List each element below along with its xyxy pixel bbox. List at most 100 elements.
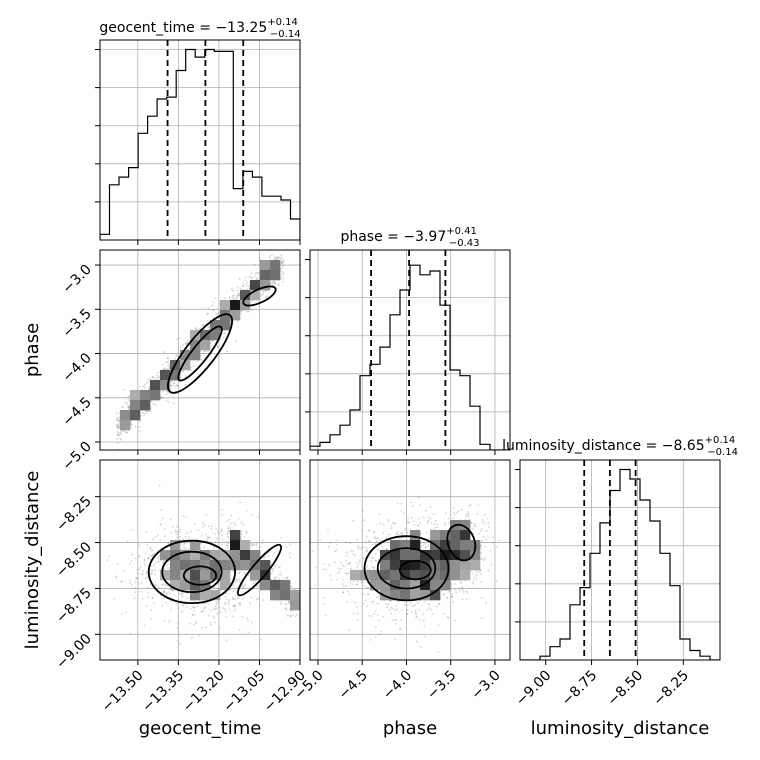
sample-point (194, 613, 197, 616)
density-cell (130, 410, 141, 421)
sample-point (414, 609, 417, 612)
sample-point (394, 609, 397, 612)
sample-point (126, 540, 129, 543)
sample-point (182, 538, 185, 541)
density-cell (190, 550, 201, 561)
density-cell (350, 570, 361, 581)
panel-content (310, 460, 510, 660)
density-cell (120, 420, 131, 431)
sample-point (415, 616, 417, 619)
sample-point (452, 517, 455, 520)
sample-point (390, 525, 393, 528)
sample-point (150, 618, 153, 621)
sample-point (346, 573, 348, 576)
sample-point (342, 585, 345, 587)
sample-point (435, 605, 438, 608)
sample-point (374, 559, 377, 562)
sample-point (145, 571, 148, 574)
sample-point (400, 619, 403, 622)
sample-point (382, 615, 384, 618)
density-cell (390, 560, 401, 571)
density-cell (160, 370, 171, 381)
sample-point (208, 614, 210, 617)
sample-point (340, 561, 342, 564)
sample-point (363, 557, 366, 560)
sample-point (478, 533, 480, 535)
sample-point (134, 557, 137, 560)
sample-point (144, 410, 147, 412)
sample-point (244, 276, 247, 279)
density-cell (160, 550, 171, 561)
sample-point (243, 288, 246, 291)
sample-point (217, 311, 220, 314)
sample-point (374, 543, 377, 546)
xlabel-luminosity-distance: luminosity_distance (531, 718, 710, 739)
sample-point (380, 539, 382, 542)
sample-point (164, 361, 167, 364)
sample-point (245, 509, 248, 512)
sample-point (182, 515, 184, 517)
density-cell (380, 570, 391, 581)
sample-point (375, 543, 377, 545)
sample-point (378, 513, 381, 516)
sample-point (179, 592, 181, 595)
contour-line (363, 535, 450, 602)
sample-point (239, 310, 242, 312)
sample-point (256, 277, 259, 280)
sample-point (356, 612, 359, 615)
sample-point (214, 297, 217, 300)
sample-point (288, 600, 290, 603)
density-cell (230, 560, 241, 571)
sample-point (166, 361, 169, 363)
sample-point (215, 602, 218, 604)
sample-point (197, 529, 200, 531)
sample-point (174, 385, 177, 388)
sample-point (423, 619, 425, 622)
density-cell (370, 570, 381, 581)
sample-point (213, 546, 216, 548)
sample-point (270, 282, 272, 284)
sample-point (247, 285, 250, 287)
sample-point (152, 537, 155, 540)
sample-point (330, 578, 333, 581)
sample-point (366, 535, 368, 538)
sample-point (395, 619, 398, 621)
sample-point (356, 619, 359, 621)
sample-point (164, 368, 167, 371)
sample-point (161, 390, 164, 393)
sample-point (465, 516, 468, 518)
sample-point (174, 529, 177, 532)
sample-point (236, 580, 239, 583)
sample-point (458, 587, 460, 590)
sample-point (116, 425, 119, 428)
sample-point (199, 327, 202, 330)
sample-point (207, 536, 210, 539)
sample-point (407, 521, 410, 524)
sample-point (282, 280, 285, 283)
sample-point (417, 517, 420, 520)
sample-point (164, 584, 167, 587)
sample-point (278, 578, 280, 581)
sample-point (279, 244, 281, 246)
sample-point (121, 430, 123, 432)
sample-point (350, 550, 352, 552)
sample-point (378, 619, 380, 622)
sample-point (136, 568, 139, 571)
sample-point (183, 546, 185, 549)
sample-point (120, 438, 122, 441)
sample-point (133, 597, 136, 599)
sample-point (269, 257, 271, 259)
sample-point (336, 578, 339, 581)
sample-point (238, 572, 241, 575)
sample-point (196, 605, 198, 608)
sample-point (232, 289, 234, 292)
sample-point (267, 555, 270, 558)
sample-point (406, 520, 409, 523)
sample-point (486, 517, 489, 520)
sample-point (288, 552, 291, 555)
sample-point (353, 554, 356, 557)
sample-point (216, 587, 219, 590)
sample-point (238, 278, 241, 281)
sample-point (254, 580, 257, 583)
sample-point (274, 281, 276, 284)
